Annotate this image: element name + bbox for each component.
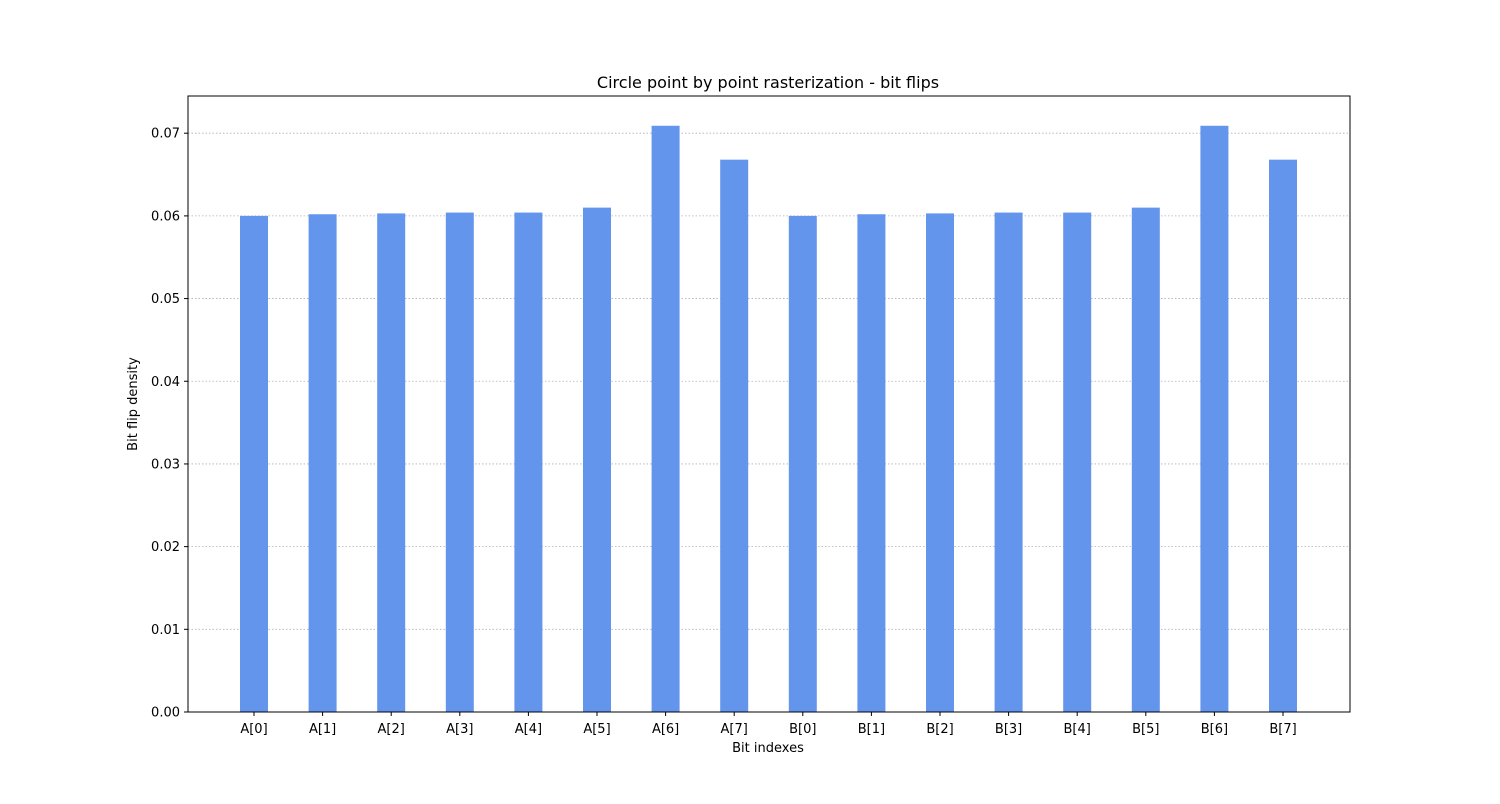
x-tick-label: B[4]	[1064, 722, 1091, 737]
bar	[377, 213, 406, 712]
chart-title: Circle point by point rasterization - bi…	[597, 73, 939, 92]
x-tick-label: A[6]	[652, 722, 679, 737]
x-tick-label: A[1]	[309, 722, 336, 737]
plot-frame	[187, 95, 1351, 713]
x-tick-label: B[7]	[1269, 722, 1296, 737]
bar	[857, 214, 886, 712]
x-tick-label: A[5]	[583, 722, 610, 737]
bar	[1063, 212, 1092, 712]
x-tick-label: A[2]	[378, 722, 405, 737]
x-tick-label: A[3]	[446, 722, 473, 737]
bar	[926, 213, 954, 712]
x-tick-label: B[5]	[1132, 722, 1159, 737]
x-tick-label: B[3]	[995, 722, 1022, 737]
x-tick-label: B[6]	[1201, 722, 1228, 737]
y-axis-ticks: 0.00 0.01 0.02 0.03 0.04 0.05 0.06 0.07	[151, 127, 188, 721]
bar	[994, 212, 1023, 712]
y-axis-label: Bit flip density	[126, 357, 141, 451]
y-tick-label: 0.06	[151, 209, 180, 224]
x-tick-label: A[4]	[515, 722, 542, 737]
bar	[308, 214, 337, 712]
bar	[651, 125, 680, 713]
y-tick-label: 0.01	[151, 623, 180, 638]
bar	[514, 212, 543, 712]
x-tick-label: B[0]	[789, 722, 816, 737]
x-axis-label: Bit indexes	[732, 741, 804, 756]
y-tick-label: 0.00	[151, 706, 180, 721]
x-tick-label: B[2]	[926, 722, 953, 737]
bar	[1269, 159, 1297, 712]
x-tick-label: A[0]	[240, 722, 267, 737]
bar	[720, 159, 749, 712]
x-axis-ticks: A[0] A[1] A[2] A[3] A[4] A[5] A[6] A[7] B[0] B[1]…	[240, 712, 1297, 737]
bar	[788, 215, 817, 712]
y-tick-label: 0.07	[151, 127, 180, 142]
y-tick-label: 0.03	[151, 457, 180, 472]
bar	[1200, 125, 1229, 713]
y-tick-label: 0.02	[151, 540, 180, 555]
y-tick-label: 0.04	[151, 375, 180, 390]
bars	[240, 125, 1297, 713]
bar	[445, 212, 474, 712]
bar	[1131, 207, 1160, 713]
bar	[583, 207, 611, 713]
x-tick-label: B[1]	[858, 722, 885, 737]
bar	[240, 215, 268, 712]
x-tick-label: A[7]	[721, 722, 748, 737]
y-tick-label: 0.05	[151, 292, 180, 307]
